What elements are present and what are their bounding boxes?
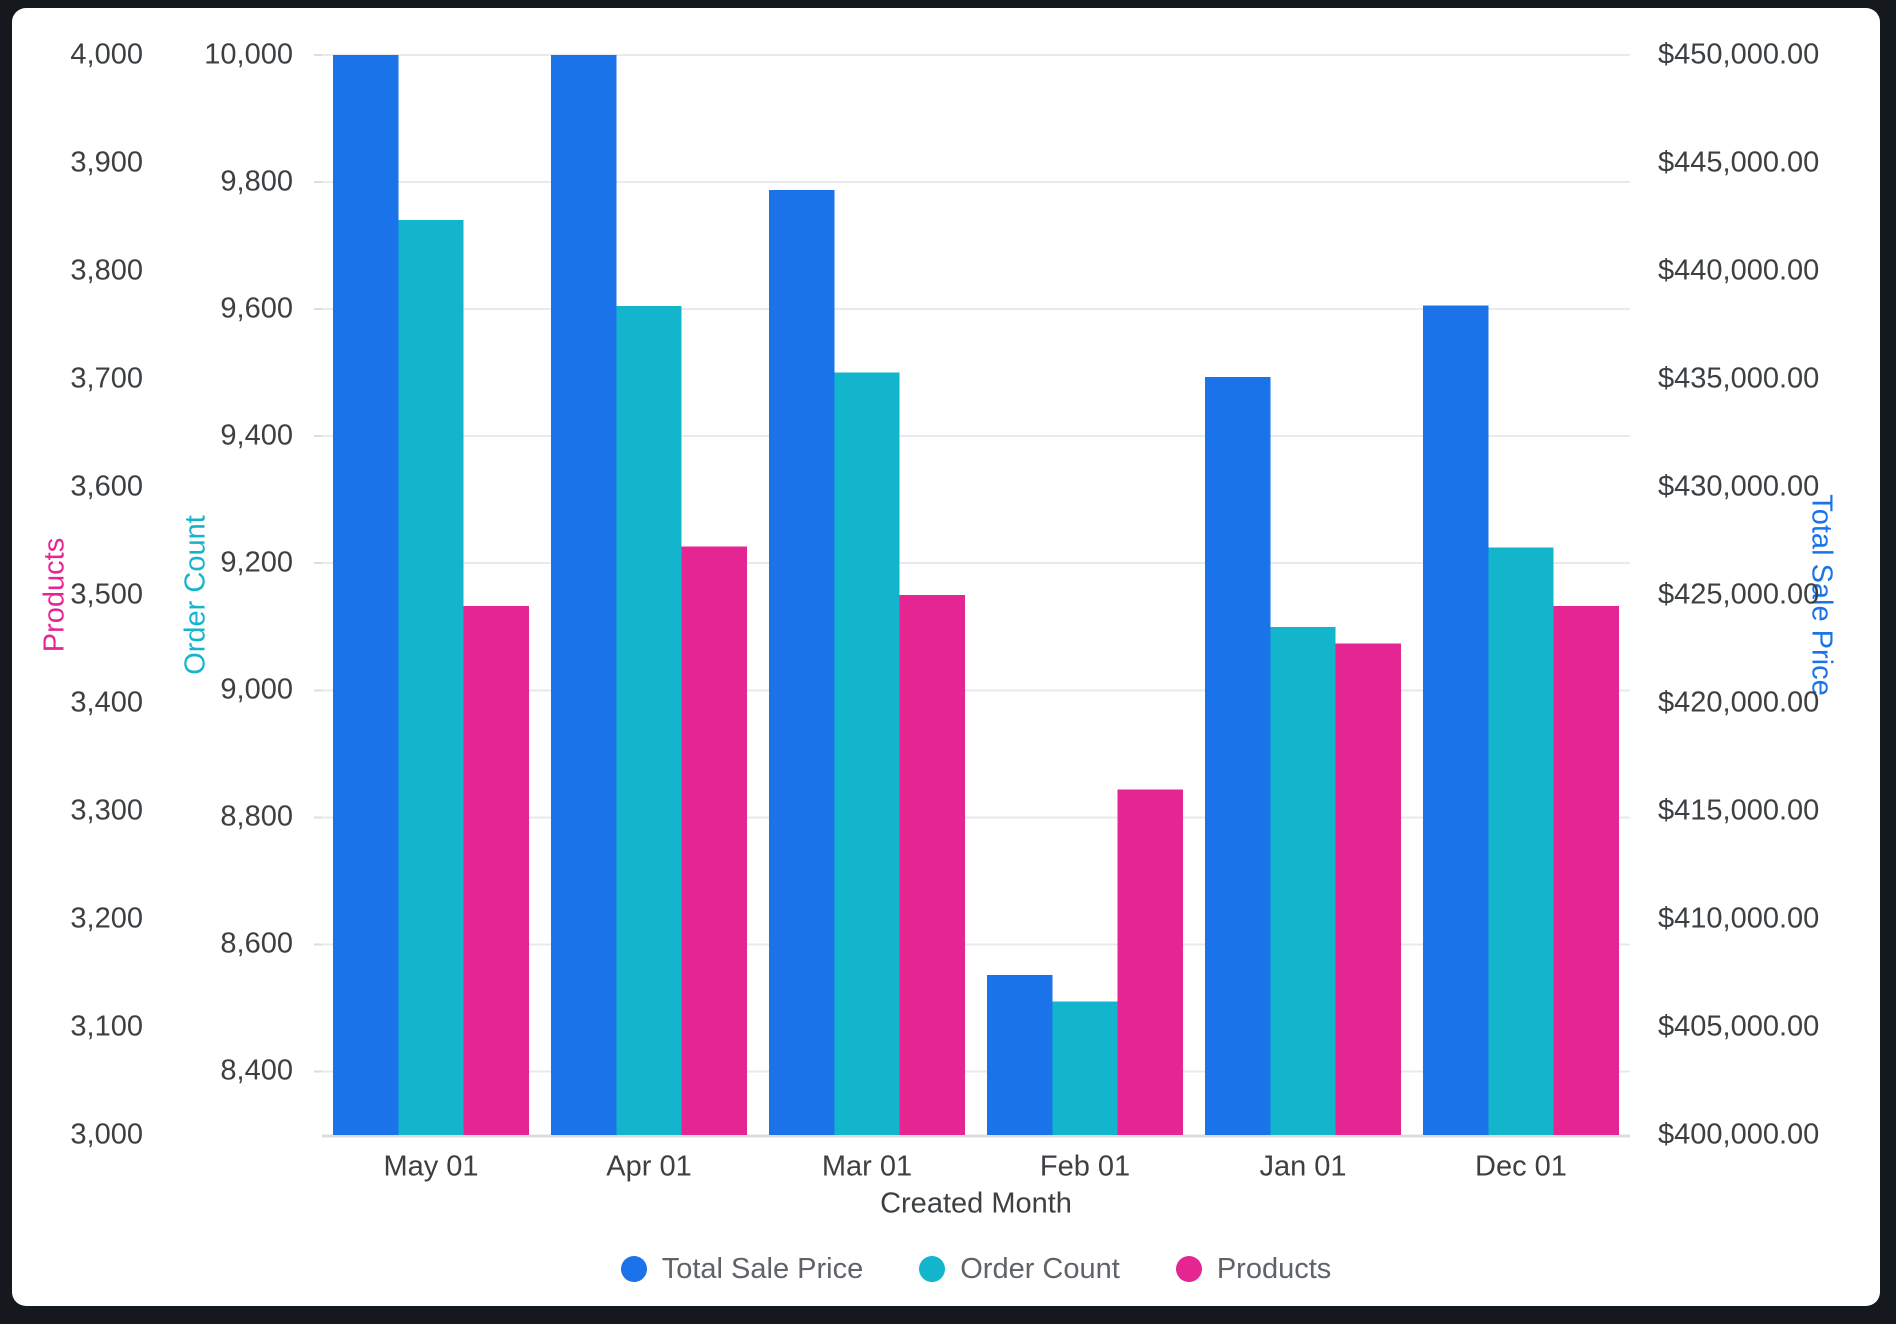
products-tick-label: 3,800 <box>70 254 143 287</box>
order-count-tick-label: 9,200 <box>220 546 293 579</box>
products-tick-label: 3,400 <box>70 686 143 719</box>
total-sale-price-tick-label: $425,000.00 <box>1658 578 1820 611</box>
x-tick-label-may-01: May 01 <box>383 1150 479 1183</box>
total-sale-price-tick-label: $445,000.00 <box>1658 146 1820 179</box>
products-tick-label: 3,100 <box>70 1010 143 1043</box>
products-tick-label: 3,200 <box>70 902 143 935</box>
legend-item-products[interactable]: Products <box>1175 1252 1332 1285</box>
bar-total-sale-price-may-01[interactable] <box>333 55 399 1135</box>
products-tick-label: 3,000 <box>70 1118 143 1151</box>
products-tick-label: 3,700 <box>70 362 143 395</box>
products-tick-label: 3,300 <box>70 794 143 827</box>
total-sale-price-tick-label: $435,000.00 <box>1658 362 1820 395</box>
bar-products-apr-01[interactable] <box>681 546 747 1135</box>
bar-order-count-feb-01[interactable] <box>1052 1001 1118 1135</box>
x-tick-label-jan-01: Jan 01 <box>1259 1150 1347 1183</box>
x-tick-label-feb-01: Feb 01 <box>1039 1150 1131 1183</box>
legend-item-order-count[interactable]: Order Count <box>919 1252 1120 1285</box>
legend-dot <box>1175 1256 1202 1282</box>
total-sale-price-tick-label: $440,000.00 <box>1658 254 1820 287</box>
bar-order-count-may-01[interactable] <box>398 220 464 1135</box>
bar-products-jan-01[interactable] <box>1335 643 1401 1135</box>
total-sale-price-tick-label: $415,000.00 <box>1658 794 1820 827</box>
legend-label: Order Count <box>960 1252 1120 1285</box>
bar-order-count-dec-01[interactable] <box>1488 547 1554 1135</box>
x-tick-label-dec-01: Dec 01 <box>1475 1150 1567 1183</box>
order-count-tick-label: 10,000 <box>204 38 293 71</box>
bar-total-sale-price-dec-01[interactable] <box>1423 305 1489 1136</box>
order-count-tick-label: 8,800 <box>220 800 293 833</box>
x-tick-label-apr-01: Apr 01 <box>606 1150 692 1183</box>
chart-legend: Total Sale Price Order Count Products <box>322 1249 1630 1289</box>
legend-label: Total Sale Price <box>661 1252 864 1285</box>
bar-total-sale-price-mar-01[interactable] <box>769 190 835 1135</box>
total-sale-price-tick-label: $430,000.00 <box>1658 470 1820 503</box>
order-count-tick-label: 9,000 <box>220 673 293 706</box>
bar-products-feb-01[interactable] <box>1117 789 1183 1135</box>
legend-dot <box>919 1256 946 1282</box>
products-tick-label: 3,500 <box>70 578 143 611</box>
legend-label: Products <box>1216 1252 1332 1285</box>
bar-total-sale-price-jan-01[interactable] <box>1205 376 1271 1135</box>
bar-products-dec-01[interactable] <box>1553 605 1619 1135</box>
products-tick-label: 3,900 <box>70 146 143 179</box>
order-count-tick-label: 8,400 <box>220 1054 293 1087</box>
order-count-tick-label: 9,600 <box>220 292 293 325</box>
total-sale-price-tick-label: $450,000.00 <box>1658 38 1820 71</box>
order-count-tick-label: 9,800 <box>220 165 293 198</box>
total-sale-price-tick-label: $410,000.00 <box>1658 902 1820 935</box>
x-axis-title: Created Month <box>880 1187 1072 1220</box>
total-sale-price-tick-label: $420,000.00 <box>1658 686 1820 719</box>
bar-total-sale-price-apr-01[interactable] <box>551 55 617 1135</box>
products-tick-label: 4,000 <box>70 38 143 71</box>
legend-item-total-sale-price[interactable]: Total Sale Price <box>620 1252 864 1285</box>
x-tick-label-mar-01: Mar 01 <box>821 1150 913 1183</box>
bar-products-mar-01[interactable] <box>899 595 965 1135</box>
bar-total-sale-price-feb-01[interactable] <box>987 975 1053 1135</box>
order-count-tick-label: 8,600 <box>220 927 293 960</box>
legend-dot <box>620 1256 647 1282</box>
bar-order-count-mar-01[interactable] <box>834 372 900 1136</box>
bar-products-may-01[interactable] <box>463 605 529 1135</box>
total-sale-price-tick-label: $400,000.00 <box>1658 1118 1820 1151</box>
order-count-tick-label: 9,400 <box>220 419 293 452</box>
total-sale-price-tick-label: $405,000.00 <box>1658 1010 1820 1043</box>
bar-order-count-jan-01[interactable] <box>1270 626 1336 1135</box>
bar-order-count-apr-01[interactable] <box>616 305 682 1135</box>
products-tick-label: 3,600 <box>70 470 143 503</box>
order-count-axis-title: Order Count <box>179 515 212 675</box>
